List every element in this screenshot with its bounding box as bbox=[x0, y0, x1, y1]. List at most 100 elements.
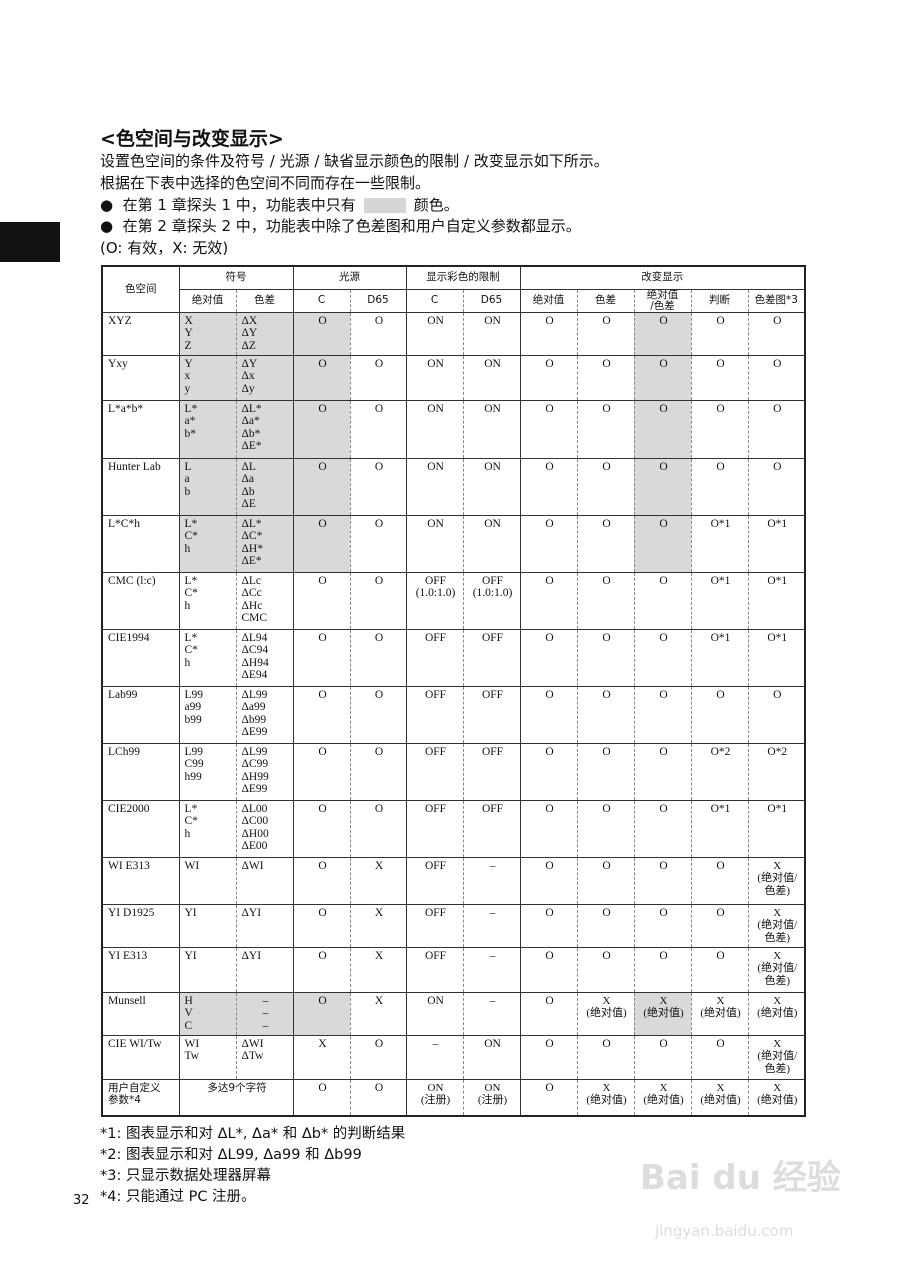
cell-col-7: O bbox=[577, 400, 635, 459]
cell-col-7: O bbox=[577, 355, 635, 401]
cell-col-2: O bbox=[293, 857, 351, 905]
cell-col-6: O bbox=[520, 312, 578, 356]
cell-col-1: ΔL* ΔC* ΔH* ΔE* bbox=[236, 515, 294, 573]
cell-col-5: ON bbox=[463, 312, 521, 356]
cell-col-10: X (绝对值/ 色差) bbox=[748, 857, 806, 905]
color-space-name: L*a*b* bbox=[102, 400, 180, 459]
color-space-name: CMC (l:c) bbox=[102, 572, 180, 630]
bullet-2: ● 在第 2 章探头 2 中，功能表中除了色差图和用户自定义参数都显示。 bbox=[100, 217, 581, 235]
cell-col-3: O bbox=[350, 458, 407, 516]
footnote-1: *1: 图表显示和对 ΔL*, Δa* 和 Δb* 的判断结果 bbox=[100, 1126, 406, 1142]
cell-col-5: – bbox=[463, 947, 521, 993]
cell-col-9: O bbox=[691, 904, 749, 948]
bullet-1: ● 在第 1 章探头 1 中，功能表中只有 颜色。 bbox=[100, 196, 459, 214]
cell-col-3: O bbox=[350, 686, 407, 744]
cell-col-8: O bbox=[634, 857, 692, 905]
table-row: CIE2000 L* C* h ΔL00 ΔC00 ΔH00 ΔE00 O O OFF OF… bbox=[102, 800, 806, 858]
cell-col-2: O bbox=[293, 686, 351, 744]
cell-col-5: OFF bbox=[463, 686, 521, 744]
cell-col-6: O bbox=[520, 800, 578, 858]
cell-col-6: O bbox=[520, 743, 578, 801]
cell-col-10: X (绝对值) bbox=[748, 1079, 806, 1117]
cell-col-1: ΔL00 ΔC00 ΔH00 ΔE00 bbox=[236, 800, 294, 858]
bullet-2-text: 在第 2 章探头 2 中，功能表中除了色差图和用户自定义参数都显示。 bbox=[122, 217, 581, 235]
footnote-3: *3: 只显示数据处理器屏幕 bbox=[100, 1168, 271, 1184]
cell-col-9: O*1 bbox=[691, 800, 749, 858]
baidu-watermark-logo: Bai du 经验 bbox=[640, 1158, 841, 1198]
table-row: Lab99 L99 a99 b99 ΔL99 Δa99 Δb99 ΔE99 O O OFF… bbox=[102, 686, 806, 744]
color-space-name: Hunter Lab bbox=[102, 458, 180, 516]
cell-col-8: O bbox=[634, 515, 692, 573]
cell-col-3: X bbox=[350, 947, 407, 993]
cell-col-8: O bbox=[634, 572, 692, 630]
cell-col-7: X (绝对值) bbox=[577, 992, 635, 1036]
color-space-name: YI D1925 bbox=[102, 904, 180, 948]
cell-col-1: ΔL94 ΔC94 ΔH94 ΔE94 bbox=[236, 629, 294, 687]
cell-col-5: – bbox=[463, 857, 521, 905]
cell-col-10: X (绝对值/ 色差) bbox=[748, 1035, 806, 1080]
cell-col-8: O bbox=[634, 686, 692, 744]
cell-col-10: X (绝对值) bbox=[748, 992, 806, 1036]
cell-col-0: H V C bbox=[179, 992, 237, 1036]
cell-col-9: O*1 bbox=[691, 572, 749, 630]
cell-col-2: O bbox=[293, 400, 351, 459]
cell-col-9: O bbox=[691, 312, 749, 356]
cell-col-3: O bbox=[350, 355, 407, 401]
cell-col-5: OFF (1.0:1.0) bbox=[463, 572, 521, 630]
color-space-name: L*C*h bbox=[102, 515, 180, 573]
cell-col-4: OFF (1.0:1.0) bbox=[406, 572, 464, 630]
subheader-2: C bbox=[293, 289, 351, 313]
cell-col-9: O*1 bbox=[691, 629, 749, 687]
cell-col-8: O bbox=[634, 1035, 692, 1080]
cell-col-9: O*2 bbox=[691, 743, 749, 801]
chapter-tab-marker bbox=[0, 222, 60, 262]
cell-col-0: YI bbox=[179, 947, 237, 993]
table-row: L*a*b* L* a* b* ΔL* Δa* Δb* ΔE* O O ON ON O O O O O bbox=[102, 400, 806, 459]
cell-col-6: O bbox=[520, 947, 578, 993]
legend-note: (O: 有效，X: 无效) bbox=[100, 239, 229, 257]
cell-col-8: O bbox=[634, 629, 692, 687]
cell-col-2: O bbox=[293, 355, 351, 401]
cell-col-4: OFF bbox=[406, 857, 464, 905]
cell-col-8: X (绝对值) bbox=[634, 1079, 692, 1117]
cell-col-6: O bbox=[520, 572, 578, 630]
cell-col-5: ON bbox=[463, 1035, 521, 1080]
cell-col-2: O bbox=[293, 312, 351, 356]
cell-col-7: X (绝对值) bbox=[577, 1079, 635, 1117]
cell-col-6: O bbox=[520, 355, 578, 401]
bullet-1-text: 在第 1 章探头 1 中，功能表中只有 bbox=[122, 196, 356, 214]
bullet-1-after: 颜色。 bbox=[413, 196, 459, 214]
cell-col-10: O bbox=[748, 458, 806, 516]
cell-col-6: O bbox=[520, 992, 578, 1036]
table-row: CIE WI/Tw WI Tw ΔWI ΔTw X O – ON O O O O X (绝对值/ 色差… bbox=[102, 1035, 806, 1080]
cell-col-1: ΔWI bbox=[236, 857, 294, 905]
color-space-table: 色空间 符号 光源 显示彩色的限制 改变显示 绝对值 色差 C D65 C D65 绝对值色… bbox=[101, 265, 807, 1117]
cell-col-6: O bbox=[520, 515, 578, 573]
cell-col-4: ON bbox=[406, 515, 464, 573]
subheader-5: D65 bbox=[463, 289, 521, 313]
table-row: YI D1925 YI ΔYI O X OFF – O O O O X (绝对值/ 色差) bbox=[102, 904, 806, 948]
cell-col-4: OFF bbox=[406, 904, 464, 948]
cell-col-1: ΔL* Δa* Δb* ΔE* bbox=[236, 400, 294, 459]
subheader-0: 绝对值 bbox=[179, 289, 237, 313]
cell-col-0: L* C* h bbox=[179, 572, 237, 630]
cell-col-6: O bbox=[520, 1079, 578, 1117]
cell-col-8: X (绝对值) bbox=[634, 992, 692, 1036]
cell-col-9: O bbox=[691, 458, 749, 516]
cell-col-2: O bbox=[293, 947, 351, 993]
cell-col-6: O bbox=[520, 400, 578, 459]
symbol-cell: 多达9个字符 bbox=[179, 1079, 294, 1117]
cell-col-6: O bbox=[520, 629, 578, 687]
color-space-name: Munsell bbox=[102, 992, 180, 1036]
cell-col-10: X (绝对值/ 色差) bbox=[748, 904, 806, 948]
cell-col-8: O bbox=[634, 904, 692, 948]
cell-col-10: O*1 bbox=[748, 800, 806, 858]
cell-col-0: L* C* h bbox=[179, 515, 237, 573]
cell-col-0: X Y Z bbox=[179, 312, 237, 356]
cell-col-10: O bbox=[748, 686, 806, 744]
cell-col-3: O bbox=[350, 400, 407, 459]
cell-col-1: ΔY Δx Δy bbox=[236, 355, 294, 401]
intro-line-2: 根据在下表中选择的色空间不同而存在一些限制。 bbox=[100, 174, 431, 192]
table-row: L*C*h L* C* h ΔL* ΔC* ΔH* ΔE* O O ON ON O O O O*1 O… bbox=[102, 515, 806, 573]
